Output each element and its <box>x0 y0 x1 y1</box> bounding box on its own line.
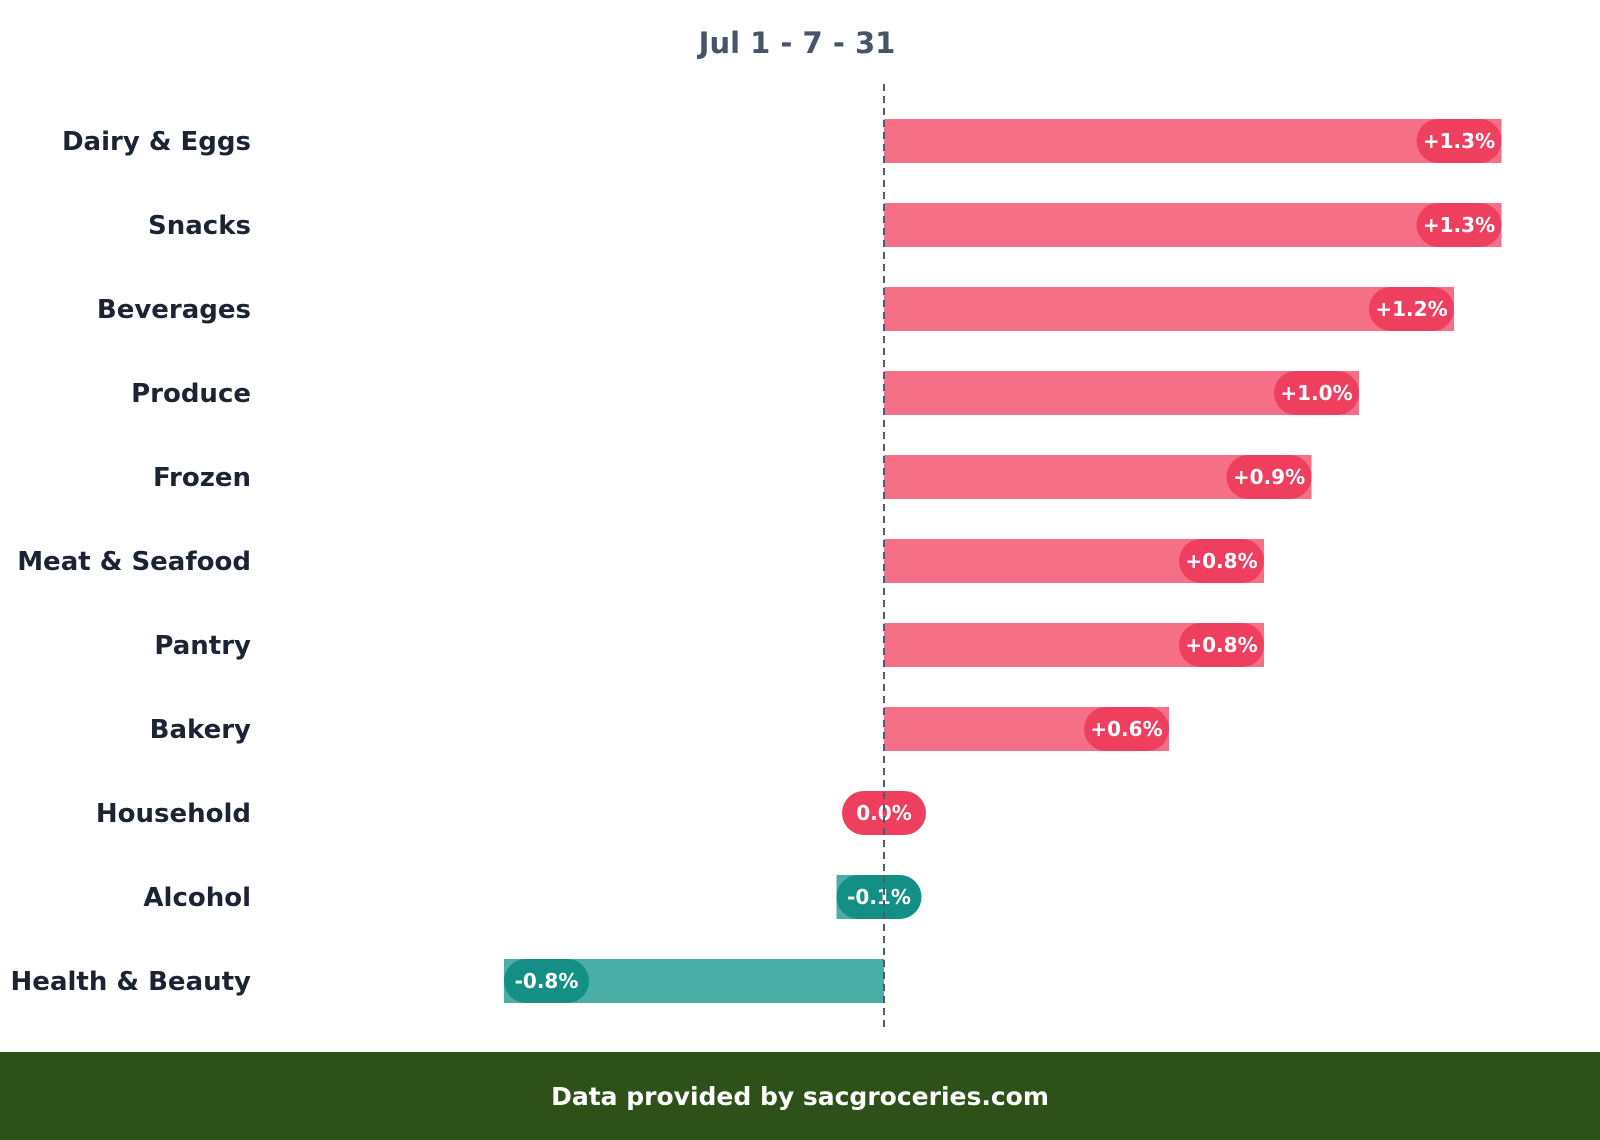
category-label-beverages: Beverages <box>97 295 251 325</box>
bar-dairy-eggs <box>884 119 1502 163</box>
data-label-dairy-eggs: +1.3% <box>1423 129 1495 153</box>
value-pill-snacks <box>1416 203 1502 247</box>
category-label-produce: Produce <box>131 379 251 409</box>
data-label-produce: +1.0% <box>1280 381 1352 405</box>
data-label-meat-seafood: +0.8% <box>1185 549 1257 573</box>
value-pill-meat-seafood <box>1179 539 1264 583</box>
category-label-dairy-eggs: Dairy & Eggs <box>62 127 251 157</box>
value-pill-beverages <box>1369 287 1454 331</box>
value-pill-produce <box>1274 371 1359 415</box>
data-label-snacks: +1.3% <box>1423 213 1495 237</box>
value-pill-dairy-eggs <box>1416 119 1502 163</box>
value-pill-health-beauty <box>504 959 589 1003</box>
category-label-bakery: Bakery <box>150 715 251 745</box>
bar-beverages <box>884 287 1454 331</box>
category-label-snacks: Snacks <box>148 211 251 241</box>
data-label-bakery: +0.6% <box>1090 717 1162 741</box>
category-label-frozen: Frozen <box>153 463 251 493</box>
footer-banner: Data provided by sacgroceries.com <box>0 1052 1600 1140</box>
category-label-alcohol: Alcohol <box>143 883 251 913</box>
chart-area: Jul 1 - 7 - 31 Dairy & Eggs +1.3% Snacks +1… <box>11 26 1502 1028</box>
value-pill-bakery <box>1084 707 1169 751</box>
data-label-beverages: +1.2% <box>1375 297 1447 321</box>
data-label-pantry: +0.8% <box>1185 633 1257 657</box>
category-label-meat-seafood: Meat & Seafood <box>17 547 251 577</box>
value-pill-pantry <box>1179 623 1264 667</box>
category-label-pantry: Pantry <box>154 631 251 661</box>
data-label-alcohol: -0.1% <box>847 885 911 909</box>
bars-layer: Dairy & Eggs +1.3% Snacks +1.3% Beverages +1.… <box>11 119 1502 1003</box>
bar-snacks <box>884 203 1502 247</box>
data-label-frozen: +0.9% <box>1233 465 1305 489</box>
data-label-health-beauty: -0.8% <box>515 969 579 993</box>
category-label-health-beauty: Health & Beauty <box>11 967 252 997</box>
value-pill-alcohol <box>836 875 922 919</box>
footer-credit: Data provided by sacgroceries.com <box>551 1081 1049 1111</box>
category-label-household: Household <box>96 799 251 829</box>
chart-title: Jul 1 - 7 - 31 <box>697 26 896 60</box>
value-pill-household <box>842 791 926 835</box>
value-pill-frozen <box>1226 455 1312 499</box>
